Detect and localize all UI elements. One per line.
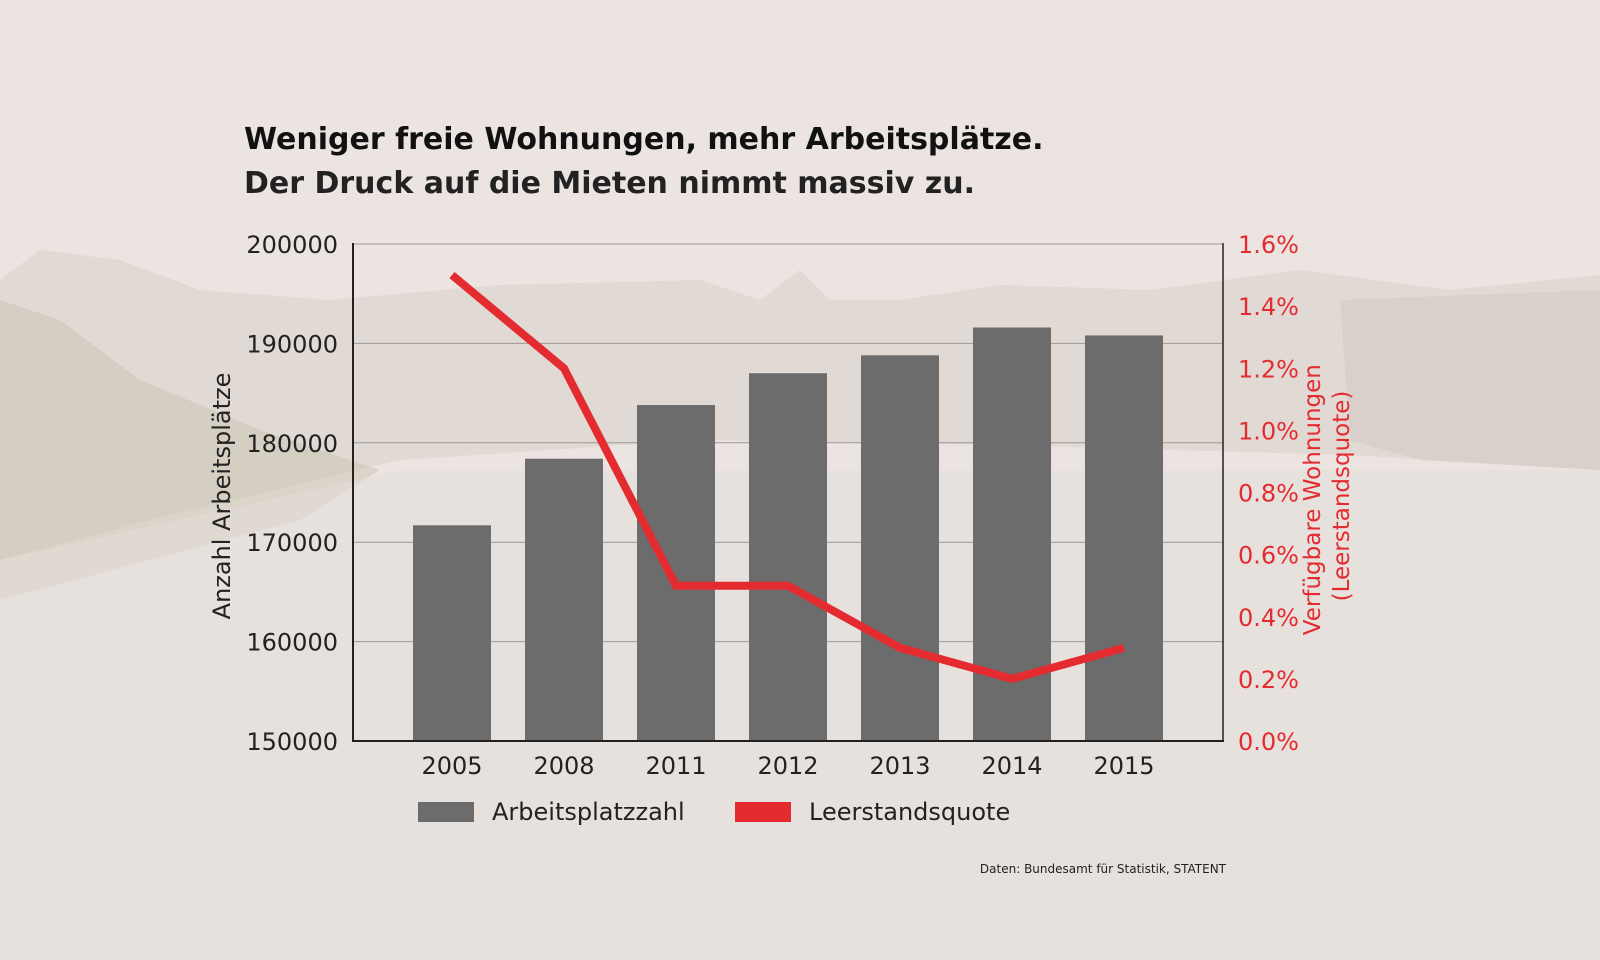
source-note: Daten: Bundesamt für Statistik, STATENT — [979, 862, 1226, 876]
line-series — [449, 271, 1126, 684]
y2-tick-label: 1.4% — [1238, 293, 1299, 321]
bar — [861, 355, 939, 741]
x-tick-label: 2014 — [981, 752, 1042, 780]
y2-axis-label: Verfügbare Wohnungen (Leerstandsquote) — [1300, 357, 1355, 635]
y2-axis-label-line2: (Leerstandsquote) — [1329, 391, 1355, 602]
y2-tick-label: 1.2% — [1238, 355, 1299, 383]
y-tick-label: 160000 — [246, 629, 338, 657]
y-tick-label: 200000 — [246, 231, 338, 259]
y-tick-label: 180000 — [246, 430, 338, 458]
y2-tick-label: 0.0% — [1238, 728, 1299, 756]
x-tick-label: 2012 — [757, 752, 818, 780]
y2-tick-label: 1.0% — [1238, 417, 1299, 445]
bar — [413, 525, 491, 741]
y2-axis-label-line1: Verfügbare Wohnungen — [1300, 364, 1326, 635]
x-tick-label: 2005 — [421, 752, 482, 780]
y2-tick-label: 0.2% — [1238, 666, 1299, 694]
x-tick-label: 2013 — [869, 752, 930, 780]
bar — [1085, 335, 1163, 741]
tick-labels: 150000 160000 170000 180000 190000 200000 0.0%… — [246, 231, 1299, 780]
bar — [637, 405, 715, 741]
y2-tick-label: 0.4% — [1238, 604, 1299, 632]
bar-series — [413, 327, 1163, 741]
legend-item-bars: Arbeitsplatzzahl — [418, 795, 685, 829]
y-tick-label: 190000 — [246, 330, 338, 358]
y-tick-label: 170000 — [246, 529, 338, 557]
x-tick-label: 2011 — [645, 752, 706, 780]
y-axis-label: Anzahl Arbeitsplätze — [208, 373, 236, 620]
legend-item-line: Leerstandsquote — [735, 795, 1010, 829]
x-tick-label: 2015 — [1093, 752, 1154, 780]
bar — [749, 373, 827, 741]
legend-swatch-bars — [418, 802, 474, 822]
chart-title: Weniger freie Wohnungen, mehr Arbeitsplä… — [244, 122, 1044, 157]
bar — [525, 458, 603, 741]
chart-subtitle: Der Druck auf die Mieten nimmt massiv zu… — [244, 166, 976, 201]
y2-tick-label: 0.6% — [1238, 542, 1299, 570]
y2-tick-label: 0.8% — [1238, 480, 1299, 508]
axes — [352, 243, 1224, 742]
y2-tick-label: 1.6% — [1238, 231, 1299, 259]
x-tick-label: 2008 — [533, 752, 594, 780]
legend-label-bars: Arbeitsplatzzahl — [492, 798, 685, 826]
legend-swatch-line — [735, 802, 791, 822]
y-tick-label: 150000 — [246, 728, 338, 756]
legend-label-line: Leerstandsquote — [809, 798, 1011, 826]
